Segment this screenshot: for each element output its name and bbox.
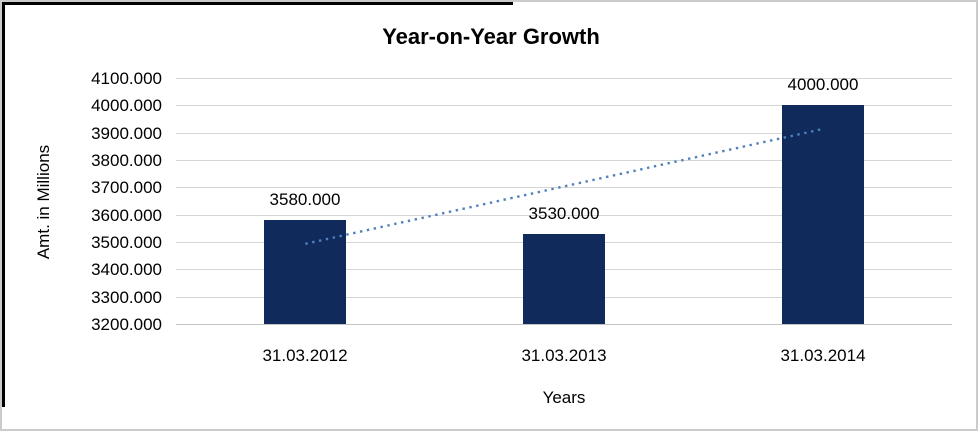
y-tick-label: 3500.000 [91,233,162,252]
y-tick-label: 3800.000 [91,151,162,170]
x-axis-title: Years [542,388,586,407]
bar-data-label: 4000.000 [787,75,859,94]
y-tick-label: 3200.000 [91,315,162,334]
cell-border-top [2,2,513,5]
x-category-label: 31.03.2012 [262,346,348,365]
y-tick-label: 3300.000 [91,288,162,307]
y-tick-label: 3400.000 [91,260,162,279]
y-tick-label: 4000.000 [91,96,162,115]
y-tick-label: 3600.000 [91,206,162,225]
cell-border-left [2,2,5,407]
gridline-4100 [176,78,952,79]
bar [782,105,864,324]
y-tick-label: 3900.000 [91,124,162,143]
y-tick-label: 4100.000 [91,69,162,88]
x-category-label: 31.03.2014 [780,346,866,365]
bar [523,234,605,324]
chart-title: Year-on-Year Growth [382,24,600,49]
gridline-4000 [176,105,952,106]
bar-data-label: 3530.000 [528,204,600,223]
bar [264,220,346,324]
bar-data-label: 3580.000 [269,190,341,209]
gridline-3200 [176,324,952,325]
y-tick-label: 3700.000 [91,178,162,197]
x-category-label: 31.03.2013 [521,346,607,365]
